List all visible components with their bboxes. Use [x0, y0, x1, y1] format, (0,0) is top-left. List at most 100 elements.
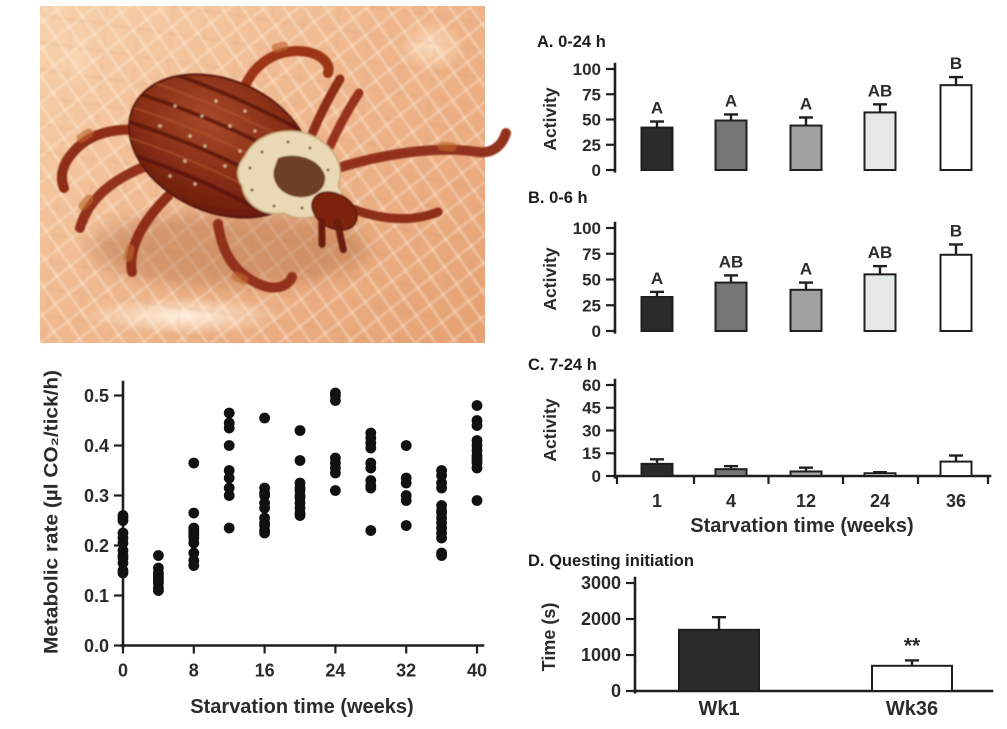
sig-label: A	[651, 99, 663, 118]
y-tick-label: 75	[582, 245, 601, 264]
scatter-point	[365, 442, 377, 454]
panel-c-y-axis-title: Activity	[540, 398, 560, 461]
bar-24	[863, 472, 897, 478]
x-category-label: 4	[726, 491, 736, 511]
scatter-point	[471, 495, 483, 506]
x-category-label: 36	[946, 491, 966, 511]
scatter-point	[365, 525, 377, 536]
sig-label: B	[950, 54, 962, 73]
scatter-point	[117, 557, 129, 569]
activity-0-24h-panel: A. 0-24 h Activity 0 25 50 75 100 A A A AB B	[500, 0, 1007, 185]
x-tick-label: 24	[325, 661, 345, 681]
scatter-point	[188, 537, 200, 549]
panel-d-title: D. Questing initiation	[528, 552, 694, 570]
y-tick-label: 25	[582, 296, 601, 315]
y-tick-label: 0	[592, 467, 601, 486]
scatter-point	[471, 400, 483, 411]
activity-0-6h-chart: B. 0-6 h Activity 0 25 50 75 100 A AB A AB B	[528, 189, 973, 341]
scatter-point	[223, 490, 235, 501]
scatter-point	[365, 462, 377, 474]
sig-label: A	[651, 269, 663, 288]
scatter-point	[223, 407, 235, 419]
scatter-y-axis-title: Metabolic rate (µl CO₂/tick/h)	[42, 370, 63, 654]
scatter-point	[330, 467, 341, 479]
questing-initiation-chart: D. Questing initiation Time (s) 0 1000 200…	[528, 552, 994, 720]
bar-36	[939, 253, 973, 332]
scatter-point	[471, 420, 483, 431]
x-tick-label: 0	[118, 661, 128, 681]
activity-0-24h-chart: A. 0-24 h Activity 0 25 50 75 100 A A A AB B	[537, 33, 973, 180]
y-tick-label: 0.3	[84, 486, 109, 506]
metabolic-rate-plot: 0.0 0.1 0.2 0.3 0.4 0.5 0 8 16 24 32 40	[84, 380, 487, 681]
bar-12	[789, 124, 823, 171]
scatter-point	[188, 547, 200, 559]
bar-1	[640, 462, 674, 478]
scatter-point	[365, 482, 377, 494]
y-tick-label: 0.4	[84, 436, 109, 456]
y-tick-label: 25	[582, 136, 601, 155]
questing-initiation-panel: D. Questing initiation Time (s) 0 1000 200…	[500, 540, 1007, 729]
y-tick-label: 0	[592, 322, 601, 341]
scatter-x-axis-title: Starvation time (weeks)	[190, 696, 413, 718]
activity-0-6h-plot: 0 25 50 75 100 A AB A AB B	[573, 219, 973, 341]
activity-7-24h-panel: C. 7-24 h Activity Starvation time (week…	[500, 350, 1007, 540]
bar-12	[789, 288, 823, 333]
scatter-point	[259, 502, 270, 514]
bar-1	[640, 126, 674, 171]
scatter-point	[294, 510, 306, 521]
bar-1	[640, 296, 674, 333]
panel-a-title: A. 0-24 h	[537, 33, 606, 51]
scatter-point	[117, 515, 129, 526]
panel-b-title: B. 0-6 h	[528, 189, 588, 207]
y-tick-label: 0.5	[84, 386, 109, 406]
x-tick-label: 16	[255, 661, 275, 681]
bar-24	[863, 273, 897, 332]
scatter-point	[223, 440, 235, 451]
scatter-point	[400, 520, 412, 531]
tick-illustration	[57, 41, 511, 293]
x-category-label: 12	[796, 491, 816, 511]
y-tick-label: 0	[611, 681, 621, 701]
y-tick-label: 100	[573, 60, 601, 79]
scatter-point	[188, 507, 200, 519]
x-category-label: 1	[652, 491, 662, 511]
panel-c-x-axis-title: Starvation time (weeks)	[690, 515, 913, 537]
scatter-point	[153, 585, 164, 596]
scatter-point	[223, 465, 235, 476]
y-tick-label: 100	[573, 219, 601, 238]
sig-label: A	[800, 260, 812, 279]
bar-4	[714, 281, 748, 332]
scatter-point	[259, 490, 270, 501]
y-tick-label: 3000	[581, 573, 621, 593]
x-tick-label: 40	[467, 661, 487, 681]
scatter-point	[400, 477, 412, 489]
y-tick-label: 60	[582, 376, 601, 395]
scatter-point	[223, 482, 235, 494]
y-tick-label: 30	[582, 421, 601, 440]
tick-legs	[57, 41, 511, 293]
scatter-point	[400, 495, 412, 506]
scatter-point	[188, 457, 200, 469]
bar-Wk36	[871, 664, 953, 693]
activity-7-24h-plot: 0 15 30 45 60 1 4 12 24 36	[582, 376, 992, 511]
scatter-point	[294, 425, 306, 436]
scatter-point	[117, 567, 129, 579]
metabolic-rate-chart: Starvation time (weeks) Metabolic rate (…	[42, 370, 488, 718]
sig-label: B	[950, 221, 962, 240]
y-tick-label: 50	[582, 271, 601, 290]
sig-label: AB	[719, 252, 744, 271]
tick-body-speckles	[158, 99, 257, 186]
tick-photo	[40, 6, 511, 343]
y-tick-label: 1000	[581, 645, 621, 665]
scatter-point	[223, 422, 235, 434]
scatter-point	[294, 455, 306, 466]
scatter-point	[330, 395, 341, 406]
scatter-point	[188, 560, 200, 571]
scatter-point	[436, 470, 447, 481]
x-tick-label: 8	[189, 661, 199, 681]
y-tick-label: 0.1	[84, 586, 109, 606]
scatter-point	[330, 485, 341, 496]
scatter-point	[436, 532, 447, 544]
y-tick-label: 75	[582, 85, 601, 104]
